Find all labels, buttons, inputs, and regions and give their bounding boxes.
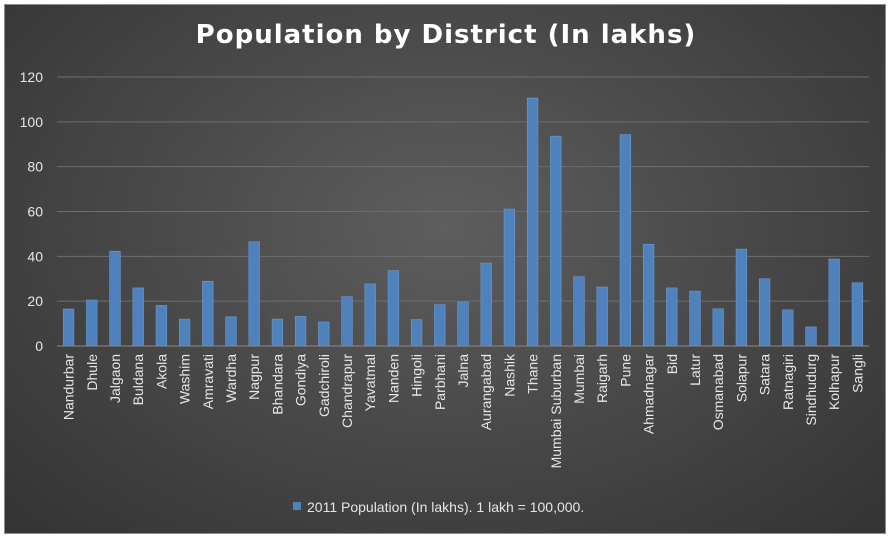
x-category-label: Mumbai (571, 354, 587, 404)
x-category-label: Yavatmal (362, 354, 378, 411)
y-tick-label: 0 (35, 338, 43, 354)
bar-aurangabad (480, 262, 492, 347)
gridlines (57, 76, 869, 302)
y-tick-label: 20 (27, 293, 43, 309)
y-tick-label: 60 (27, 204, 43, 220)
bars (62, 97, 864, 347)
x-category-label: Nashik (501, 353, 517, 397)
x-category-label: Washim (177, 354, 193, 404)
bar-yavatmal (364, 283, 376, 347)
bar-thane (526, 97, 539, 347)
bar-nanden (387, 270, 400, 347)
x-category-label: Akola (153, 354, 169, 389)
bar-buldana (132, 287, 144, 347)
bar-gadchiroli (318, 321, 330, 347)
y-tick-label: 40 (27, 248, 43, 264)
x-category-label: Kolhapur (826, 354, 842, 410)
x-category-label: Raigarh (594, 354, 610, 403)
bar-nandurbar (62, 308, 75, 347)
x-category-label: Nandurbar (61, 354, 77, 420)
x-category-label: Aurangabad (478, 354, 494, 430)
bar-nagpur (248, 241, 260, 347)
bar-hingoli (410, 319, 423, 347)
x-category-label: Ahmadnagar (641, 354, 657, 435)
x-category-label: Nanden (385, 354, 401, 403)
x-category-label: Wardha (223, 354, 239, 403)
x-category-label: Bid (664, 354, 680, 374)
legend-label: 2011 Population (In lakhs). 1 lakh = 100… (307, 499, 584, 515)
x-category-label: Gondiya (293, 354, 309, 406)
y-tick-label: 80 (27, 159, 43, 175)
bar-latur (689, 290, 701, 347)
bar-bid (666, 287, 678, 347)
x-category-label: Sangli (849, 354, 865, 393)
x-category-label: Nagpur (246, 354, 262, 400)
bar-chandrapur (341, 296, 353, 347)
x-category-label: Jalna (455, 354, 471, 388)
x-category-label: Gadchiroli (316, 354, 332, 417)
legend: 2011 Population (In lakhs). 1 lakh = 100… (293, 499, 584, 515)
x-category-label: Osmanabad (710, 354, 726, 430)
bar-dhule (86, 299, 98, 347)
bar-washim (178, 318, 191, 347)
x-category-label: Hingoli (409, 354, 425, 397)
x-category-label: Latur (687, 354, 703, 386)
bar-wardha (225, 316, 237, 347)
bar-gondiya (294, 316, 307, 347)
bar-sindhudurg (805, 326, 817, 347)
bar-jalgaon (109, 250, 121, 347)
x-category-label: Solapur (733, 354, 749, 403)
x-category-label: Parbhani (432, 354, 448, 410)
bar-amravati (202, 280, 214, 347)
x-category-label: Amravati (200, 354, 216, 409)
bar-solapur (735, 248, 748, 347)
chart-title: Population by District (In lakhs) (196, 20, 697, 50)
x-category-label: Chandrapur (339, 354, 355, 428)
x-category-label: Bhandara (269, 354, 285, 415)
x-category-label: Buldana (130, 354, 146, 406)
bar-sangli (851, 282, 864, 347)
x-category-label: Mumbai Suburban (548, 354, 564, 468)
bar-satara (758, 278, 771, 347)
bar-akola (155, 305, 168, 347)
bar-nashik (503, 208, 516, 347)
x-axis-categories: Nandurbar Dhule Jalgaon Buldana Akola Washim A… (61, 353, 866, 468)
x-category-label: Pune (617, 354, 633, 387)
x-category-label: Satara (757, 354, 773, 395)
x-category-label: Dhule (84, 354, 100, 391)
bar-jalna (457, 301, 469, 347)
y-tick-label: 100 (20, 114, 44, 130)
y-axis-ticks: 0 20 40 60 80 100 120 (20, 69, 44, 354)
bar-bhandara (271, 318, 284, 347)
bar-ahmadnagar (642, 243, 655, 347)
x-category-label: Thane (525, 354, 541, 394)
bar-parbhani (434, 304, 446, 347)
bar-mumbai (573, 276, 585, 347)
x-category-label: Jalgaon (107, 354, 123, 403)
bar-pune (619, 134, 632, 347)
bar-kolhapur (828, 258, 840, 347)
chart-area: Population by District (In lakhs) 0 20 40 6… (4, 4, 886, 534)
legend-swatch (293, 502, 301, 510)
x-category-label: Sindhudurg (803, 354, 819, 426)
bar-ratnagiri (782, 309, 794, 347)
bar-raigarh (596, 286, 608, 347)
x-category-label: Ratnagiri (780, 354, 796, 410)
y-tick-label: 120 (20, 69, 44, 85)
bar-mumbai-suburban (550, 135, 562, 347)
bar-chart: Population by District (In lakhs) 0 20 40 6… (20, 20, 869, 515)
bar-osmanabad (712, 308, 724, 347)
